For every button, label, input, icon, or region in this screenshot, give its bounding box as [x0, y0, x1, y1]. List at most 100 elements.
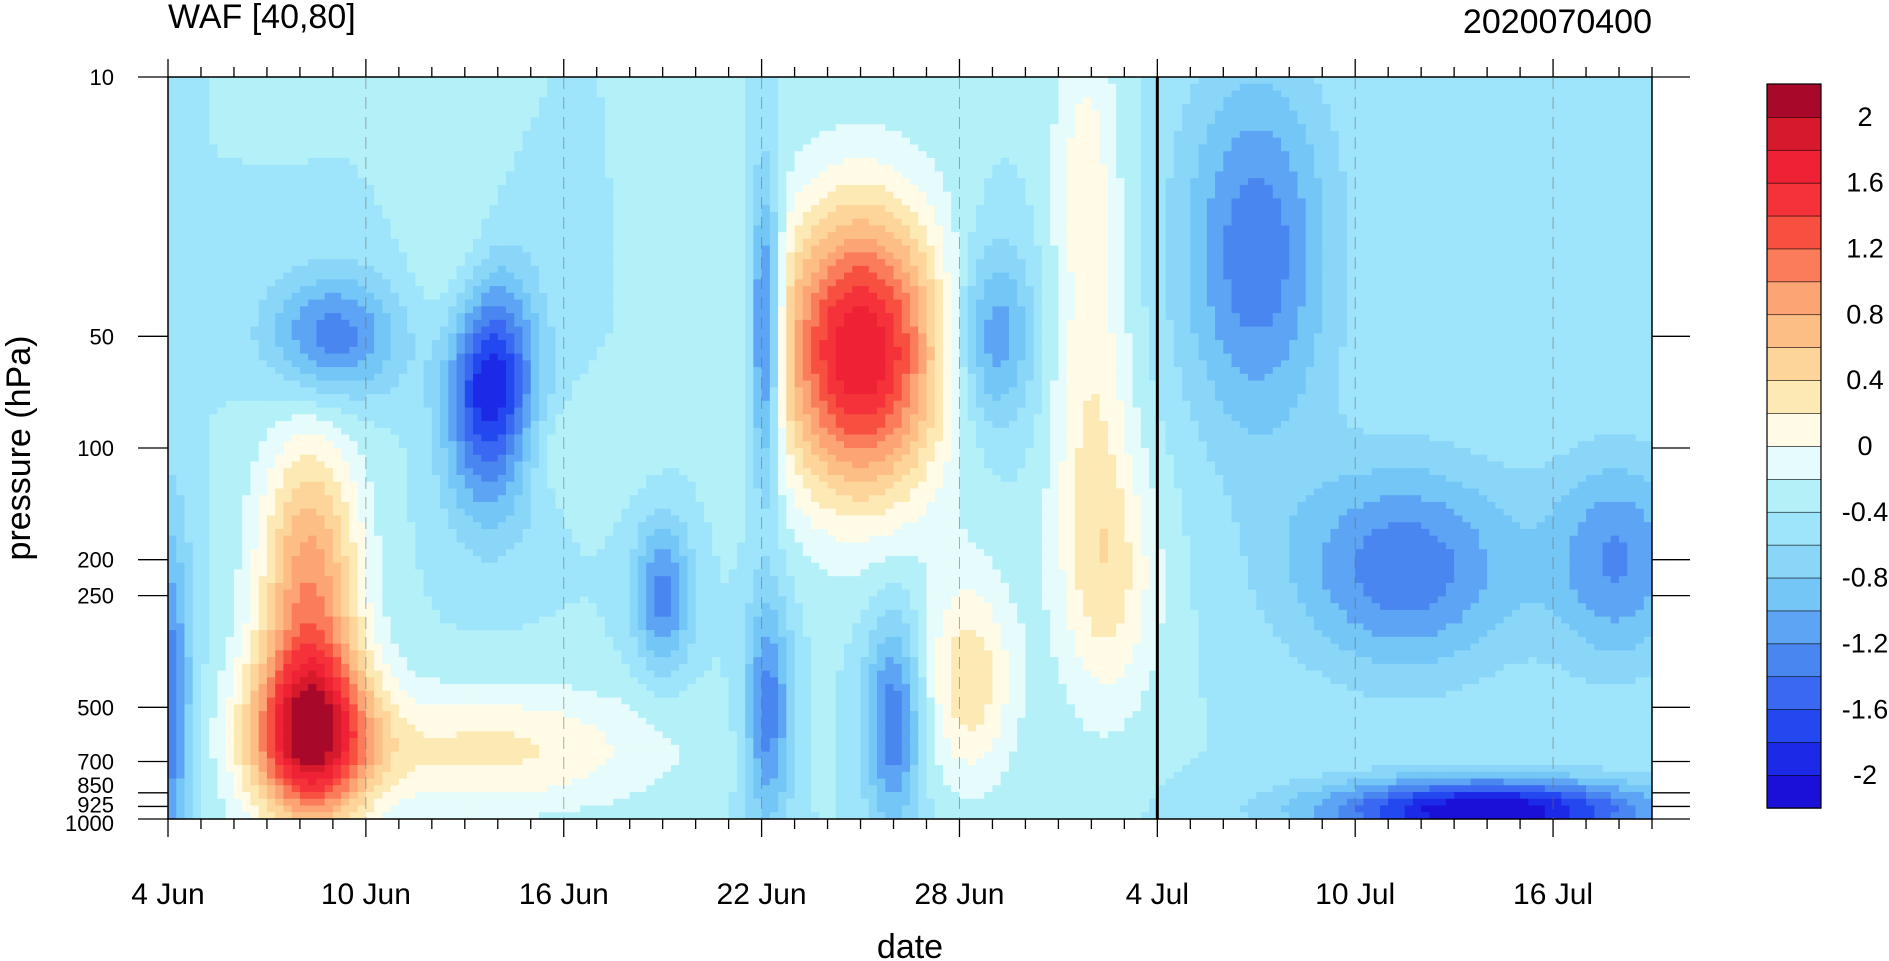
field-cell	[1248, 218, 1257, 226]
field-cell	[283, 198, 293, 206]
field-cell	[885, 211, 895, 220]
field-cell	[1074, 164, 1084, 173]
field-cell	[1412, 90, 1422, 98]
field-cell	[1511, 171, 1521, 179]
field-cell	[423, 83, 433, 92]
field-cell	[1586, 238, 1595, 247]
field-cell	[448, 144, 458, 152]
field-cell	[712, 238, 721, 247]
field-cell	[1239, 191, 1249, 200]
field-cell	[1396, 171, 1406, 179]
field-cell	[1561, 137, 1571, 146]
field-cell	[539, 124, 548, 132]
field-cell	[1206, 110, 1216, 119]
field-cell	[1107, 191, 1117, 200]
field-cell	[308, 178, 317, 186]
field-cell	[382, 171, 392, 179]
field-cell	[349, 157, 359, 166]
field-cell	[613, 137, 623, 146]
field-cell	[712, 252, 721, 260]
field-cell	[778, 205, 787, 213]
field-cell	[745, 110, 754, 119]
field-cell	[703, 117, 713, 125]
field-cell	[1330, 252, 1340, 260]
field-cell	[1429, 97, 1439, 105]
field-cell	[456, 103, 466, 112]
field-cell	[530, 218, 540, 226]
field-cell	[580, 77, 590, 85]
field-cell	[324, 157, 334, 166]
field-cell	[934, 198, 944, 206]
field-cell	[967, 178, 977, 186]
field-cell	[811, 191, 820, 200]
field-cell	[580, 97, 590, 105]
field-cell	[1610, 164, 1620, 173]
field-cell	[802, 238, 812, 247]
field-cell	[415, 238, 425, 247]
field-cell	[464, 144, 474, 152]
field-cell	[1083, 191, 1092, 200]
field-cell	[176, 225, 186, 233]
field-cell	[1173, 137, 1183, 146]
field-cell	[1190, 205, 1200, 213]
field-cell	[621, 198, 631, 206]
field-cell	[473, 218, 482, 226]
field-cell	[1050, 225, 1059, 233]
field-cell	[200, 178, 210, 186]
field-cell	[332, 191, 342, 200]
field-cell	[555, 144, 565, 152]
field-cell	[1231, 110, 1241, 119]
field-cell	[975, 178, 985, 186]
field-cell	[431, 151, 441, 159]
field-cell	[1495, 191, 1505, 200]
field-cell	[275, 232, 285, 240]
field-cell	[1264, 124, 1274, 132]
field-cell	[1000, 130, 1010, 139]
field-cell	[736, 225, 746, 233]
field-cell	[1330, 164, 1340, 173]
field-cell	[687, 164, 697, 173]
field-cell	[1322, 83, 1332, 92]
field-cell	[1215, 198, 1224, 206]
field-cell	[431, 83, 441, 92]
field-cell	[580, 211, 590, 220]
field-cell	[1388, 103, 1398, 112]
field-cell	[555, 83, 565, 92]
field-cell	[786, 225, 796, 233]
field-cell	[1330, 157, 1340, 166]
field-cell	[1470, 238, 1480, 247]
field-cell	[209, 198, 219, 206]
field-cell	[1190, 77, 1200, 85]
field-cell	[184, 151, 194, 159]
field-cell	[728, 259, 738, 267]
field-cell	[621, 259, 631, 267]
field-cell	[1561, 110, 1571, 119]
field-cell	[1445, 178, 1455, 186]
field-cell	[1231, 130, 1241, 139]
field-cell	[1000, 90, 1010, 98]
field-cell	[217, 259, 227, 267]
field-cell	[1058, 232, 1068, 240]
field-cell	[168, 144, 177, 152]
field-cell	[835, 110, 845, 119]
field-cell	[1412, 211, 1422, 220]
field-cell	[1173, 103, 1183, 112]
field-cell	[827, 90, 837, 98]
field-cell	[1033, 90, 1043, 98]
field-cell	[1627, 151, 1637, 159]
field-cell	[1396, 117, 1406, 125]
field-cell	[1124, 137, 1134, 146]
field-cell	[819, 184, 829, 193]
field-cell	[596, 144, 606, 152]
field-cell	[522, 218, 532, 226]
field-cell	[1107, 259, 1117, 267]
field-cell	[1553, 191, 1562, 200]
field-cell	[885, 191, 895, 200]
field-cell	[431, 178, 441, 186]
field-cell	[1173, 225, 1183, 233]
field-cell	[258, 117, 268, 125]
field-cell	[596, 178, 606, 186]
field-cell	[1388, 232, 1398, 240]
field-cell	[1182, 124, 1191, 132]
field-cell	[250, 90, 260, 98]
